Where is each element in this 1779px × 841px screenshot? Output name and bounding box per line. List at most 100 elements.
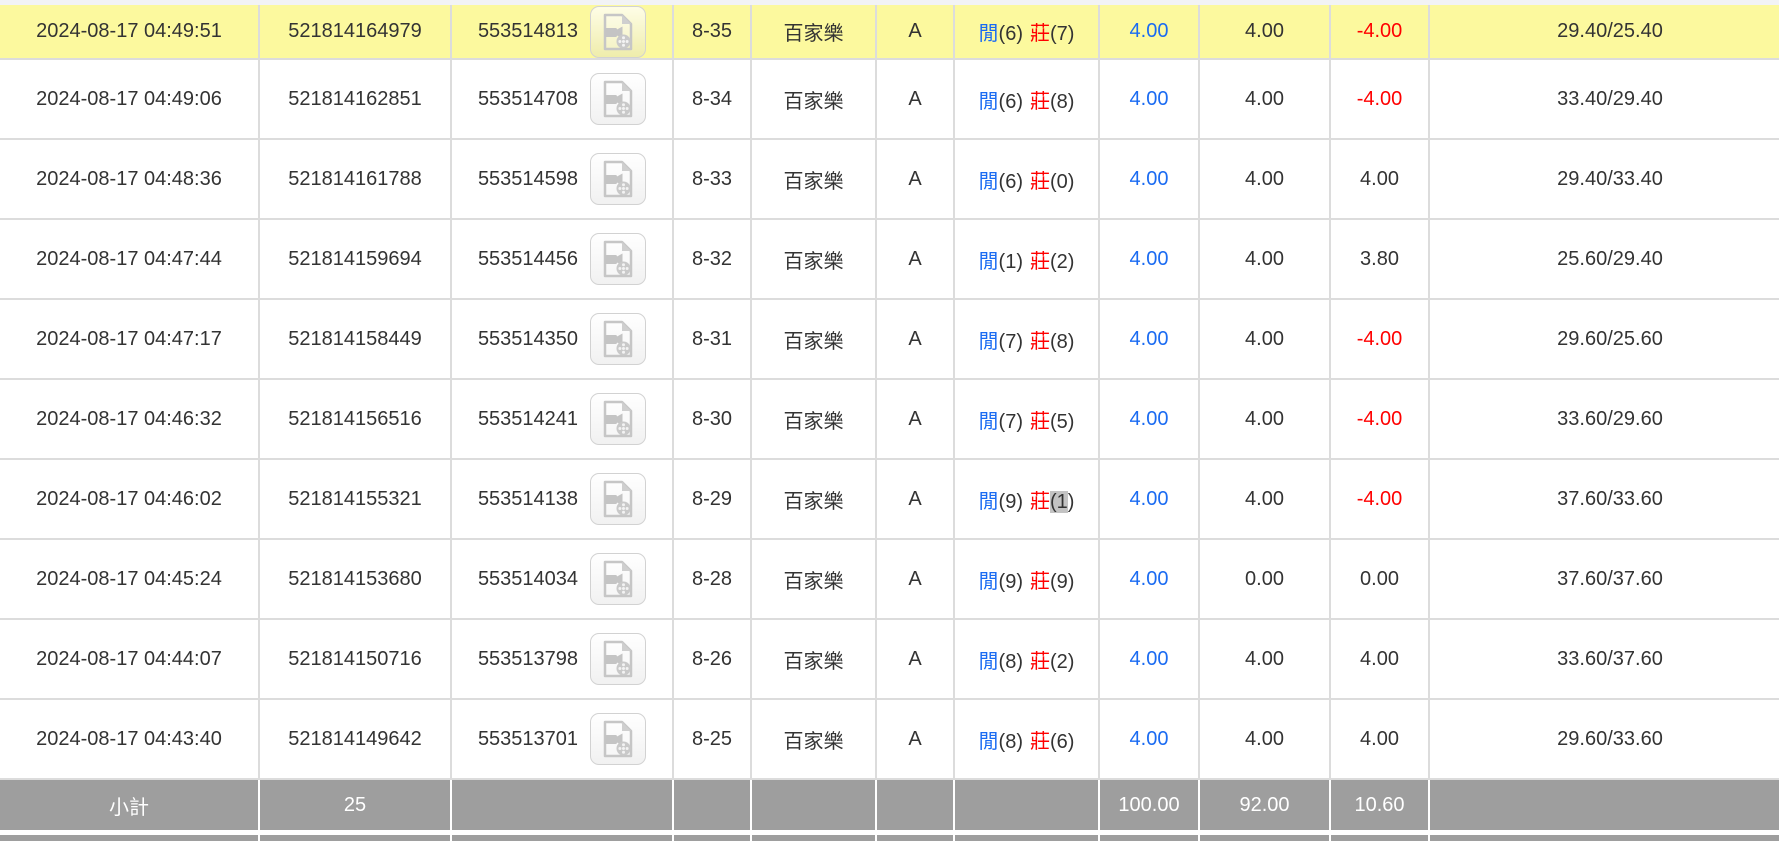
bet-time: 2024-08-17 04:43:40 xyxy=(36,727,222,750)
valid-bet-amount: 4.00 xyxy=(1245,647,1284,670)
round-cell: 8-32 xyxy=(674,220,752,298)
bet-record-row[interactable]: 2024-08-17 04:46:02 521814155321 5535141… xyxy=(0,460,1779,540)
result-cell: 閒(1) 莊(2) xyxy=(955,220,1100,298)
banker-label: 莊 xyxy=(1030,570,1050,593)
bet-amount: 4.00 xyxy=(1129,167,1169,190)
bet-record-row[interactable]: 2024-08-17 04:47:17 521814158449 5535143… xyxy=(0,300,1779,380)
player-result: 閒(9) xyxy=(979,565,1023,594)
result-cell: 閒(6) 莊(7) xyxy=(955,5,1100,58)
bet-amount: 4.00 xyxy=(1129,727,1169,750)
round-cell: 8-26 xyxy=(674,620,752,698)
valid-bet-cell: 4.00 xyxy=(1200,700,1331,778)
game-name: 百家樂 xyxy=(783,170,844,193)
banker-result: 莊(9) xyxy=(1030,565,1074,594)
player-score: (6) xyxy=(998,23,1023,45)
bet-record-row[interactable]: 2024-08-17 04:49:06 521814162851 5535147… xyxy=(0,60,1779,140)
video-record-button[interactable] xyxy=(590,633,647,685)
winloss-amount: -4.00 xyxy=(1356,87,1403,110)
round-number: 8-26 xyxy=(691,647,733,670)
balance-value: 33.40/29.40 xyxy=(1557,87,1663,110)
valid-bet-amount: 0.00 xyxy=(1245,567,1284,590)
video-record-icon xyxy=(603,480,633,518)
bet-id: 521814155321 xyxy=(288,487,422,510)
banker-score: ) xyxy=(1067,490,1075,513)
game-id: 553514598 xyxy=(477,167,579,190)
bet-record-row[interactable]: 2024-08-17 04:48:36 521814161788 5535145… xyxy=(0,140,1779,220)
subtotal-empty-cell xyxy=(955,780,1100,830)
balance-value: 29.40/33.40 xyxy=(1557,167,1663,190)
game-name: 百家樂 xyxy=(783,90,844,113)
game-id: 553514708 xyxy=(477,87,579,110)
valid-bet-amount: 4.00 xyxy=(1245,20,1284,42)
banker-result: 莊(2) xyxy=(1030,645,1074,674)
player-label: 閒 xyxy=(978,330,999,353)
bet-id-cell: 521814156516 xyxy=(260,380,452,458)
summary-row-gap xyxy=(0,830,1779,835)
subtotal-winloss-total: 10.60 xyxy=(1354,793,1405,816)
subtotal-count-cell: 25 xyxy=(260,780,452,830)
table-label: A xyxy=(908,727,922,750)
balance-value: 29.40/25.40 xyxy=(1557,20,1663,42)
subtotal-valid-total-cell: 92.00 xyxy=(1200,780,1331,830)
bet-amount-cell: 4.00 xyxy=(1100,60,1200,138)
game-name: 百家樂 xyxy=(783,23,844,45)
bet-amount-cell: 4.00 xyxy=(1100,220,1200,298)
winloss-cell: -4.00 xyxy=(1331,5,1430,58)
video-record-button[interactable] xyxy=(590,233,647,285)
banker-result: 莊(7) xyxy=(1030,17,1074,46)
bet-record-row[interactable]: 2024-08-17 04:46:32 521814156516 5535142… xyxy=(0,380,1779,460)
subtotal-count: 25 xyxy=(343,793,367,816)
winloss-amount: -4.00 xyxy=(1356,327,1403,350)
winloss-cell: -4.00 xyxy=(1331,380,1430,458)
round-cell: 8-30 xyxy=(674,380,752,458)
subtotal-empty-cell xyxy=(452,780,674,830)
bet-id: 521814156516 xyxy=(288,407,422,430)
banker-result: 莊(6) xyxy=(1030,725,1074,754)
bet-id-cell: 521814159694 xyxy=(260,220,452,298)
balance-value: 33.60/29.60 xyxy=(1557,407,1663,430)
game-name: 百家樂 xyxy=(783,250,844,273)
player-result: 閒(6) xyxy=(979,85,1023,114)
video-record-button[interactable] xyxy=(590,5,647,58)
game-name: 百家樂 xyxy=(783,490,844,513)
video-record-button[interactable] xyxy=(590,473,647,525)
result-cell: 閒(7) 莊(5) xyxy=(955,380,1100,458)
banker-score: (8) xyxy=(1050,330,1075,353)
bet-record-row[interactable]: 2024-08-17 04:49:51 521814164979 5535148… xyxy=(0,5,1779,60)
round-number: 8-32 xyxy=(691,247,733,270)
winloss-amount: 4.00 xyxy=(1360,647,1399,670)
bet-id: 521814162851 xyxy=(288,87,422,110)
valid-bet-amount: 4.00 xyxy=(1245,487,1284,510)
bet-record-row[interactable]: 2024-08-17 04:43:40 521814149642 5535137… xyxy=(0,700,1779,780)
game-name-cell: 百家樂 xyxy=(752,620,877,698)
video-record-button[interactable] xyxy=(590,713,647,765)
table-cell: A xyxy=(877,540,955,618)
valid-bet-amount: 4.00 xyxy=(1245,87,1284,110)
player-score: (6) xyxy=(998,90,1023,113)
bet-id-cell: 521814153680 xyxy=(260,540,452,618)
bet-record-row[interactable]: 2024-08-17 04:45:24 521814153680 5535140… xyxy=(0,540,1779,620)
video-record-button[interactable] xyxy=(590,313,647,365)
bet-amount-cell: 4.00 xyxy=(1100,140,1200,218)
video-record-button[interactable] xyxy=(590,73,647,125)
bet-id-cell: 521814150716 xyxy=(260,620,452,698)
winloss-cell: 4.00 xyxy=(1331,700,1430,778)
banker-label: 莊 xyxy=(1030,250,1050,273)
winloss-cell: -4.00 xyxy=(1331,300,1430,378)
bet-record-row[interactable]: 2024-08-17 04:44:07 521814150716 5535137… xyxy=(0,620,1779,700)
video-record-button[interactable] xyxy=(590,153,647,205)
banker-result: 莊(1) xyxy=(1030,485,1074,514)
game-id: 553514456 xyxy=(477,247,579,270)
bet-record-row[interactable]: 2024-08-17 04:47:44 521814159694 5535144… xyxy=(0,220,1779,300)
player-result: 閒(9) xyxy=(979,485,1023,514)
banker-score: (0) xyxy=(1050,170,1075,193)
video-record-button[interactable] xyxy=(590,553,647,605)
player-score: (9) xyxy=(998,570,1023,593)
game-name-cell: 百家樂 xyxy=(752,700,877,778)
balance-value: 37.60/37.60 xyxy=(1557,567,1663,590)
round-number: 8-30 xyxy=(691,407,733,430)
round-cell: 8-34 xyxy=(674,60,752,138)
player-label: 閒 xyxy=(978,23,999,45)
video-record-button[interactable] xyxy=(590,393,647,445)
